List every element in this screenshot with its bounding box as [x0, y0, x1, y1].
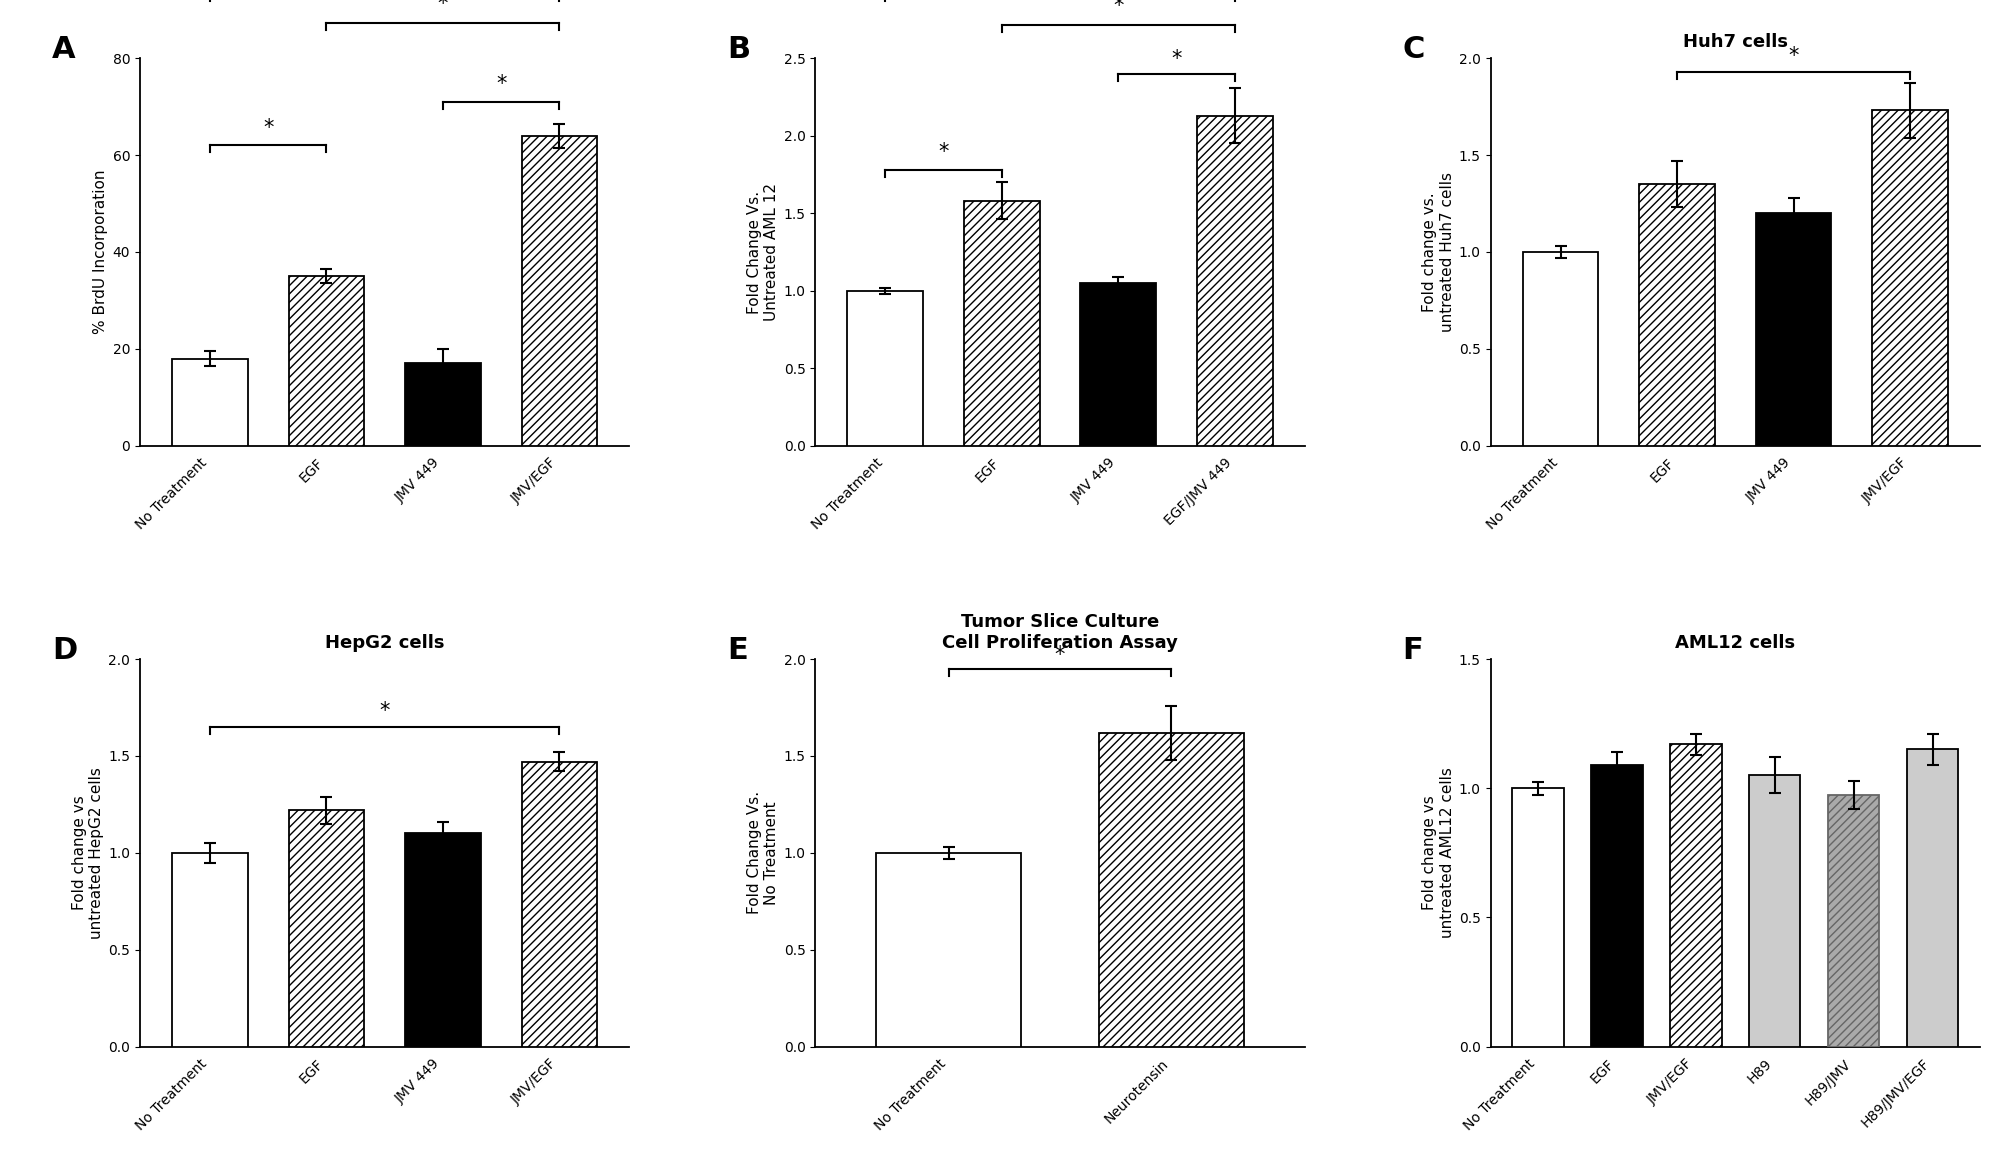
Text: C: C: [1402, 35, 1424, 64]
Text: *: *: [1172, 49, 1182, 69]
Bar: [1592, 765, 1642, 1047]
Y-axis label: Fold Change Vs.
No Treatment: Fold Change Vs. No Treatment: [748, 791, 780, 914]
Text: *: *: [1788, 45, 1798, 66]
Bar: [1906, 749, 1958, 1047]
Y-axis label: Fold change vs
untreated HepG2 cells: Fold change vs untreated HepG2 cells: [72, 766, 104, 939]
Bar: [1670, 744, 1722, 1047]
Text: *: *: [262, 119, 274, 138]
Bar: [1756, 213, 1832, 445]
Text: *: *: [380, 701, 390, 721]
Bar: [1522, 252, 1598, 445]
Bar: [876, 852, 1022, 1047]
Bar: [172, 852, 248, 1047]
Bar: [1872, 110, 1948, 445]
Bar: [1098, 733, 1244, 1047]
Text: *: *: [438, 0, 448, 14]
Bar: [848, 291, 924, 445]
Text: *: *: [938, 142, 948, 162]
Bar: [406, 363, 480, 445]
Title: AML12 cells: AML12 cells: [1676, 634, 1796, 652]
Bar: [964, 201, 1040, 445]
Text: B: B: [728, 35, 750, 64]
Title: HepG2 cells: HepG2 cells: [324, 634, 444, 652]
Bar: [1196, 115, 1272, 445]
Y-axis label: Fold change vs
untreated AML12 cells: Fold change vs untreated AML12 cells: [1422, 768, 1454, 939]
Title: Tumor Slice Culture
Cell Proliferation Assay: Tumor Slice Culture Cell Proliferation A…: [942, 613, 1178, 652]
Bar: [288, 277, 364, 445]
Bar: [522, 136, 598, 445]
Bar: [288, 811, 364, 1047]
Bar: [1750, 776, 1800, 1047]
Text: D: D: [52, 636, 78, 665]
Text: E: E: [728, 636, 748, 665]
Bar: [1640, 184, 1714, 445]
Bar: [1828, 794, 1880, 1047]
Bar: [1080, 283, 1156, 445]
Y-axis label: Fold Change Vs.
Untreated AML 12: Fold Change Vs. Untreated AML 12: [748, 183, 780, 321]
Text: A: A: [52, 35, 76, 64]
Bar: [1512, 789, 1564, 1047]
Y-axis label: Fold change vs.
untreated Huh7 cells: Fold change vs. untreated Huh7 cells: [1422, 172, 1454, 331]
Title: Huh7 cells: Huh7 cells: [1682, 33, 1788, 51]
Bar: [522, 762, 598, 1047]
Text: F: F: [1402, 636, 1424, 665]
Text: *: *: [496, 74, 506, 94]
Text: *: *: [1054, 644, 1066, 665]
Y-axis label: % BrdU Incorporation: % BrdU Incorporation: [94, 170, 108, 334]
Bar: [406, 834, 480, 1047]
Bar: [172, 358, 248, 445]
Text: *: *: [1114, 0, 1124, 15]
